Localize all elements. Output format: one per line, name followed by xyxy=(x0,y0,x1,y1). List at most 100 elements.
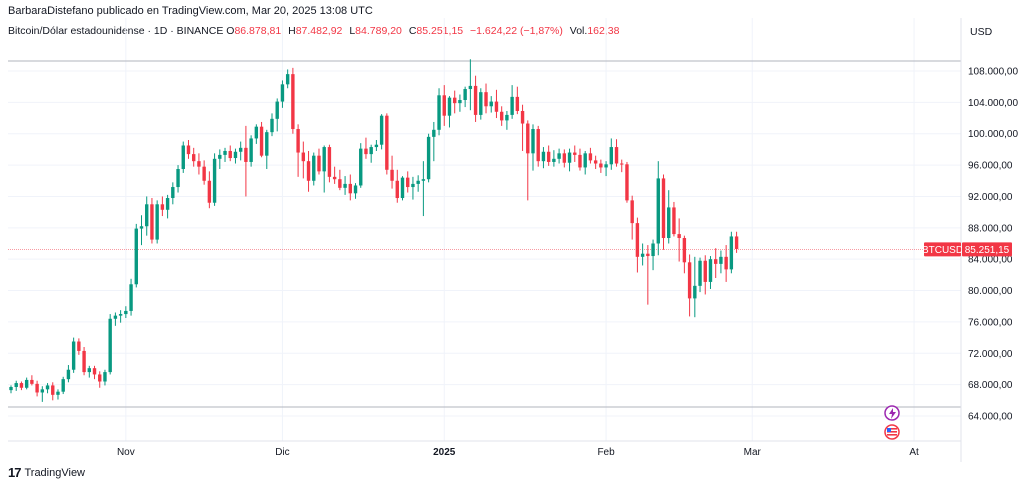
candle-body xyxy=(24,379,29,388)
candle xyxy=(66,365,71,383)
y-tick-label: 72.000,00 xyxy=(968,349,1013,360)
y-tick-label: 64.000,00 xyxy=(968,412,1013,423)
candle xyxy=(374,140,379,151)
candle-body xyxy=(186,145,191,155)
candle xyxy=(14,380,18,391)
close-value: 85.251,15 xyxy=(416,25,464,37)
candle xyxy=(479,88,483,120)
candle xyxy=(390,155,394,189)
candle-body xyxy=(640,253,645,257)
candle xyxy=(411,176,415,200)
candle-body xyxy=(531,129,535,154)
x-tick-label: Nov xyxy=(117,447,135,458)
candle-body xyxy=(218,154,222,159)
candle xyxy=(494,89,499,119)
candle-body xyxy=(35,383,39,393)
candle xyxy=(98,371,102,388)
y-tick-label: 100.000,00 xyxy=(968,129,1018,140)
candle xyxy=(442,85,446,126)
candle-body xyxy=(332,176,337,180)
x-tick-label: Mar xyxy=(744,447,762,458)
candle-body xyxy=(87,368,91,373)
candle-body xyxy=(510,96,514,115)
candle-body xyxy=(197,161,201,167)
candle xyxy=(463,86,467,108)
candle xyxy=(124,306,128,318)
y-tick-label: 84.000,00 xyxy=(968,255,1013,266)
candle-body xyxy=(61,379,65,392)
us-flag-event-icon[interactable] xyxy=(884,424,900,440)
candle-body xyxy=(228,150,232,159)
candle-body xyxy=(432,129,436,137)
candle-body xyxy=(416,180,420,184)
currency-selector[interactable]: USD xyxy=(970,26,993,38)
candle-body xyxy=(714,259,718,264)
candle xyxy=(197,153,201,175)
candle xyxy=(458,94,462,112)
x-tick-label: At xyxy=(909,447,919,458)
y-tick-label: 96.000,00 xyxy=(968,161,1013,172)
candle-body xyxy=(92,368,97,375)
candle xyxy=(56,389,60,400)
candle-body xyxy=(567,152,572,163)
candle xyxy=(578,148,582,171)
candle xyxy=(526,120,530,201)
candle xyxy=(233,148,238,164)
candle-body xyxy=(614,147,619,164)
candle xyxy=(77,338,81,355)
y-tick-label: 76.000,00 xyxy=(968,317,1013,328)
candle xyxy=(212,153,217,206)
candle-body xyxy=(45,385,50,390)
candle-body xyxy=(19,383,24,388)
candle-body xyxy=(682,238,687,263)
candle-body xyxy=(395,180,399,199)
candle xyxy=(265,129,269,170)
candle xyxy=(567,148,572,172)
candle-body xyxy=(233,151,238,159)
candle xyxy=(583,150,587,175)
candle xyxy=(280,80,285,108)
candle-body xyxy=(40,389,45,393)
candle xyxy=(301,141,306,179)
candle xyxy=(416,175,420,192)
candle-body xyxy=(150,204,154,240)
candle-body xyxy=(113,315,118,319)
candle xyxy=(139,215,144,246)
candle-body xyxy=(588,153,593,161)
candle-body xyxy=(505,114,509,121)
candle xyxy=(322,145,326,193)
lightning-event-icon[interactable] xyxy=(884,405,900,421)
candle xyxy=(541,147,546,169)
candle-body xyxy=(406,177,410,188)
symbol-label: Bitcoin/Dólar estadounidense · 1D · BINA… xyxy=(8,25,224,37)
candle-body xyxy=(499,111,504,121)
candle xyxy=(181,141,185,173)
candle xyxy=(71,337,76,373)
candle-body xyxy=(66,369,71,380)
candle-body xyxy=(599,163,603,168)
candle-body xyxy=(212,158,217,203)
candle xyxy=(437,88,441,136)
candle-body xyxy=(661,178,666,239)
candle xyxy=(432,121,436,162)
candle xyxy=(296,124,300,177)
candle-body xyxy=(552,158,556,162)
candle xyxy=(223,147,227,162)
candle-body xyxy=(593,160,598,164)
candle xyxy=(113,312,118,326)
candle xyxy=(171,182,175,205)
candle-body xyxy=(280,84,285,102)
x-tick-label: Dic xyxy=(275,447,289,458)
candle-body xyxy=(687,262,692,299)
candle-body xyxy=(573,152,577,155)
candle xyxy=(327,144,332,183)
candle xyxy=(630,195,634,240)
candle xyxy=(604,161,608,177)
open-label: O xyxy=(226,25,235,37)
candle xyxy=(108,314,112,375)
candle xyxy=(426,133,431,183)
candle xyxy=(614,139,619,167)
candle xyxy=(667,190,671,244)
candle xyxy=(546,145,551,166)
